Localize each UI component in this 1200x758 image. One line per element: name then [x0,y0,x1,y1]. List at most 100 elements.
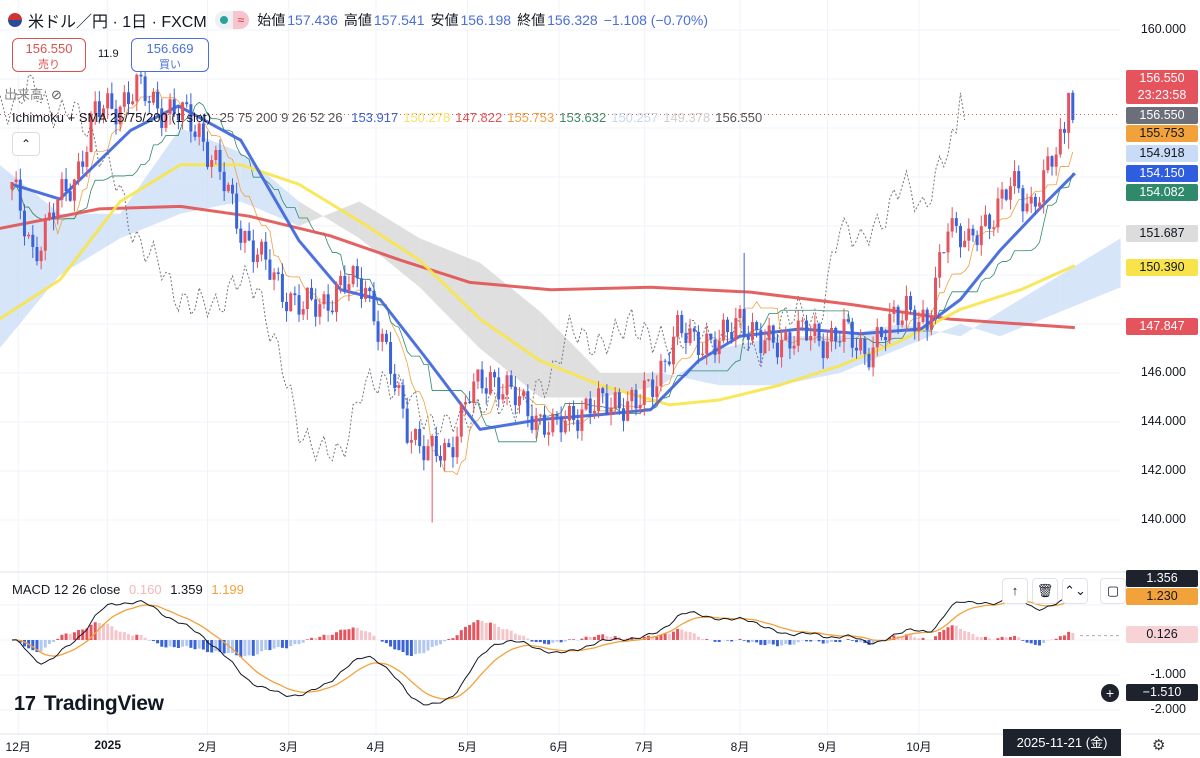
candle-body [705,333,709,354]
sell-button[interactable]: 156.550 売り [12,38,86,72]
maximize-pane-icon[interactable]: ▢ [1100,578,1126,604]
candle-body [597,388,601,411]
settings-gear-icon[interactable]: ⚙ [1152,737,1166,754]
candle [438,445,442,468]
macd-hist-bar [85,628,89,640]
macd-hist-bar [817,640,821,642]
candle [680,310,684,338]
macd-hist-bar [164,640,168,648]
macd-hist-bar [276,640,280,648]
indicator-value: 147.822 [455,110,503,125]
candle [351,264,355,288]
tradingview-logo[interactable]: 17 TradingView [14,692,164,716]
candle [226,182,230,193]
candle [314,288,318,327]
macd-hist-bar [189,640,193,648]
candle [1029,186,1033,214]
buy-button[interactable]: 156.669 買い [131,38,209,72]
delete-pane-icon[interactable]: 🗑 [1032,578,1058,604]
candle-body [850,321,854,348]
macd-hist-bar [264,640,268,650]
cloud-segment-bullish [1000,275,1061,337]
macd-hist-bar [542,640,546,644]
candle-body [547,432,551,435]
macd-hist-bar [372,635,376,640]
candle [676,310,680,346]
candle [559,406,563,442]
macd-hist-bar [780,640,784,646]
price-tick: 144.000 [1140,414,1186,428]
collapse-pane-icon[interactable]: ⌃⌄ [1062,578,1088,604]
macd-hist-bar [1021,640,1025,641]
candle [222,162,226,201]
candle [622,398,626,432]
candle [185,94,189,108]
candle [488,365,492,396]
time-axis-label: 9月 [818,740,837,754]
candle [567,402,571,432]
cloud-segment-bearish [359,201,420,288]
macd-hist-bar [888,637,892,640]
market-status[interactable]: ≈ [214,11,250,29]
candles [10,59,1075,523]
candle-body [239,228,243,243]
indicator-legend[interactable]: Ichimoku + SMA 25/75/200 (1 slot) 25 75 … [12,110,772,125]
candle-body [322,294,326,305]
candle-body [389,342,393,374]
macd-hist-bar [52,640,56,643]
add-alert-plus-icon[interactable]: + [1101,684,1119,702]
candle [513,376,517,415]
candle [189,93,193,143]
collapse-legend-button[interactable]: ⌃ [12,132,40,156]
macd-hist-bar [684,631,688,640]
candle-body [763,340,767,354]
price-label: 150.390 [1126,259,1198,276]
macd-hist-bar [251,640,255,656]
candle [43,214,47,261]
candle [368,286,372,303]
candle [929,310,933,336]
candle-body [480,369,484,389]
macd-hist-bar [767,640,771,644]
volume-legend[interactable]: 出来高 ⊘ [4,84,62,103]
macd-hist-bar [285,640,289,649]
macd-hist-bar [846,638,850,640]
pane-tools: ↑ 🗑 ⌃⌄ ▢ [1002,578,1126,604]
candle-body [164,113,168,128]
candle-body [468,402,472,404]
candle [480,361,484,394]
move-pane-up-icon[interactable]: ↑ [1002,578,1028,604]
candle [301,301,305,321]
candle-body [493,372,497,378]
candle [572,400,576,425]
macd-hist-bar [230,640,234,653]
macd-hist-bar [1038,640,1042,646]
candle-body [988,214,992,229]
macd-price-label: 1.356 [1126,570,1198,587]
candle-body [788,332,792,349]
candle [871,336,875,377]
macd-hist-bar [139,634,143,640]
low-label: 安値 [430,12,459,28]
eye-hidden-icon[interactable]: ⊘ [51,87,62,102]
candle [671,326,675,374]
macd-hist-bar [1004,637,1008,640]
candle-body [355,266,359,279]
macd-legend[interactable]: MACD 12 26 close 0.160 1.359 1.199 [12,582,249,597]
candle-body [921,309,925,323]
macd-hist-bar [397,640,401,651]
macd-hist-bar [730,640,734,642]
indicator-value: 150.278 [403,110,451,125]
candle [917,311,921,342]
candle [64,168,68,202]
macd-hist-bar [921,637,925,640]
macd-hist-bar [226,640,230,654]
candle-body [983,214,987,227]
candle-body [255,254,259,263]
symbol-title[interactable]: 米ドル／円 · 1日 · FXCM [28,14,207,31]
candle [842,308,846,353]
candle-body [56,199,60,220]
macd-hist-bar [900,636,904,640]
candle [414,428,418,446]
